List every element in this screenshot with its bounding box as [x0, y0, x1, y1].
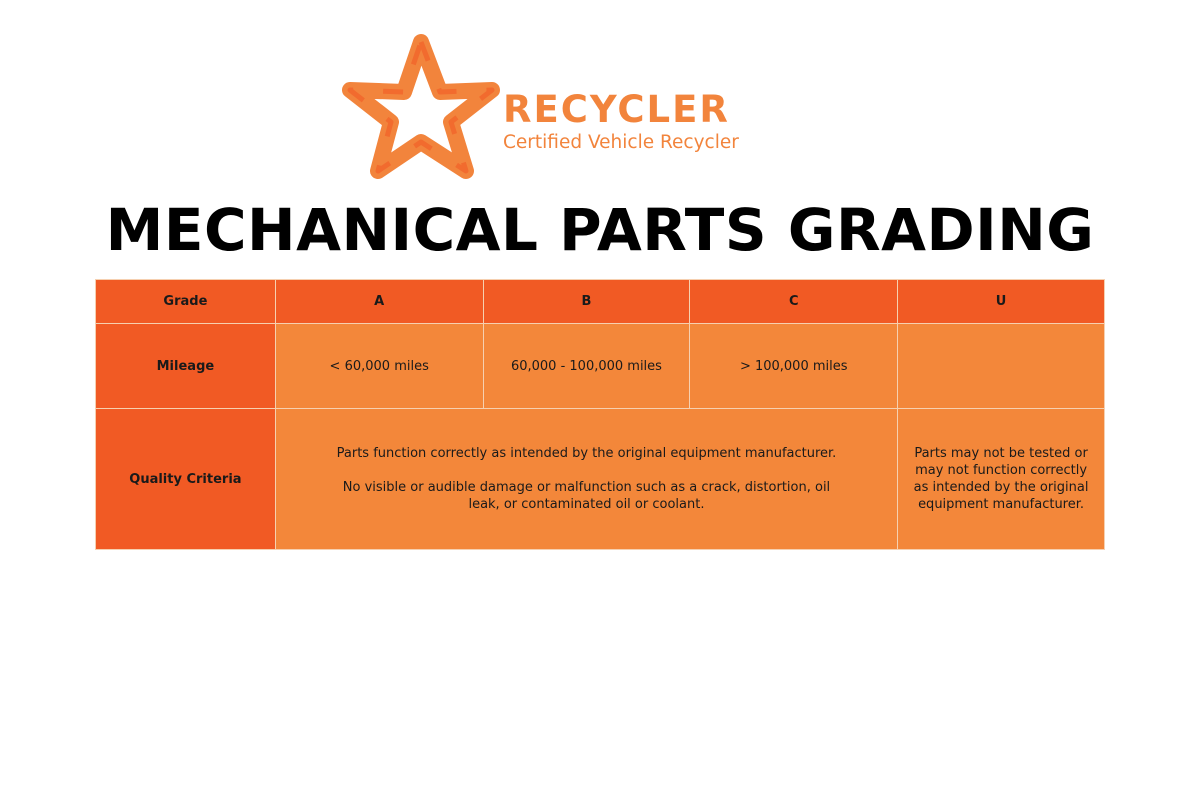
- table-header-row: Grade A B C U: [95, 279, 1105, 324]
- brand-name: RECYCLER: [503, 88, 730, 131]
- quality-u: Parts may not be tested or may not funct…: [897, 408, 1105, 550]
- recycler-star-logo-icon: [342, 34, 500, 179]
- mileage-b: 60,000 - 100,000 miles: [482, 323, 691, 409]
- quality-label: Quality Criteria: [95, 408, 276, 550]
- mileage-a: < 60,000 miles: [274, 323, 484, 409]
- grading-table: Grade A B C U Mileage < 60,000 miles 60,…: [95, 279, 1105, 550]
- mileage-c: > 100,000 miles: [689, 323, 899, 409]
- header-c: C: [689, 279, 899, 324]
- header-u: U: [897, 279, 1105, 324]
- header-grade: Grade: [95, 279, 276, 324]
- mileage-label: Mileage: [95, 323, 276, 409]
- quality-abc-line1: Parts function correctly as intended by …: [336, 446, 837, 461]
- mileage-u: [897, 323, 1105, 409]
- quality-abc: Parts function correctly as intended by …: [274, 408, 899, 550]
- header-b: B: [482, 279, 691, 324]
- table-row-mileage: Mileage < 60,000 miles 60,000 - 100,000 …: [95, 323, 1105, 409]
- brand-tagline: Certified Vehicle Recycler: [503, 132, 739, 153]
- page-title: MECHANICAL PARTS GRADING: [105, 196, 1095, 264]
- header-a: A: [274, 279, 484, 324]
- table-row-quality: Quality Criteria Parts function correctl…: [95, 408, 1105, 550]
- quality-u-text: Parts may not be tested or may not funct…: [913, 446, 1089, 512]
- quality-abc-line2: No visible or audible damage or malfunct…: [342, 480, 831, 512]
